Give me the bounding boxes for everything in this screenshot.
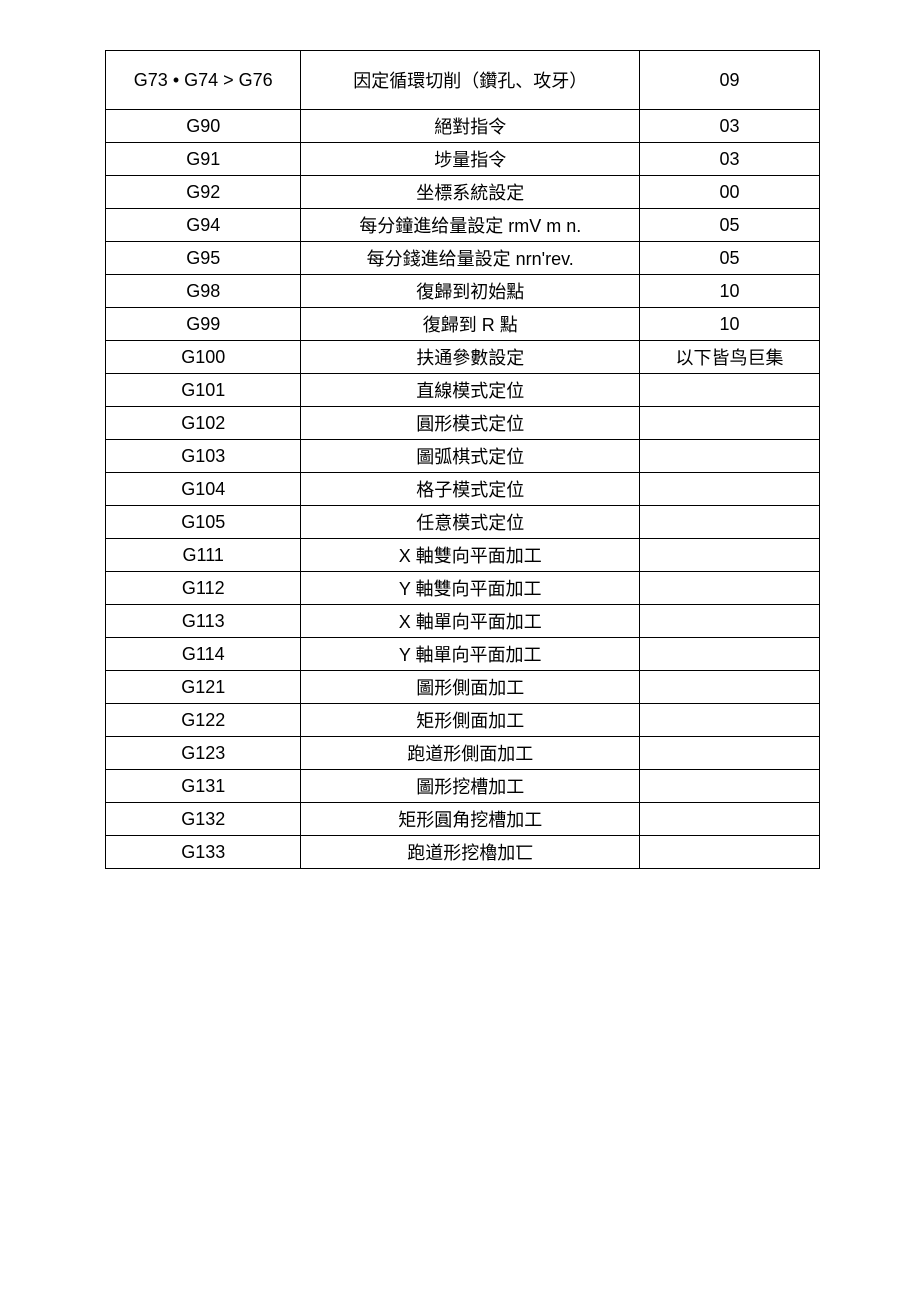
- table-row: G91埗量指令03: [106, 143, 820, 176]
- table-row: G94每分鐘進给量設定 rmV m n.05: [106, 209, 820, 242]
- table-row: G111X 軸雙向平面加工: [106, 539, 820, 572]
- cell-description: 跑道形挖櫓加匸: [301, 836, 639, 869]
- cell-group: 05: [639, 242, 819, 275]
- table-row: G92坐標系統設定00: [106, 176, 820, 209]
- cell-group: 03: [639, 143, 819, 176]
- cell-description: 每分鐘進给量設定 rmV m n.: [301, 209, 639, 242]
- cell-description: Y 軸雙向平面加工: [301, 572, 639, 605]
- cell-description: 每分錢進给量設定 nrn'rev.: [301, 242, 639, 275]
- cell-group: [639, 836, 819, 869]
- cell-description: Y 軸單向平面加工: [301, 638, 639, 671]
- cell-code: G73 • G74 > G76: [106, 51, 301, 110]
- cell-code: G123: [106, 737, 301, 770]
- cell-code: G103: [106, 440, 301, 473]
- cell-code: G100: [106, 341, 301, 374]
- cell-code: G102: [106, 407, 301, 440]
- table-row: G90絕對指令03: [106, 110, 820, 143]
- cell-group: [639, 572, 819, 605]
- cell-code: G121: [106, 671, 301, 704]
- cell-group: 03: [639, 110, 819, 143]
- table-row: G132矩形圓角挖槽加工: [106, 803, 820, 836]
- cell-description: X 軸單向平面加工: [301, 605, 639, 638]
- cell-description: 任意模式定位: [301, 506, 639, 539]
- cell-group: [639, 770, 819, 803]
- cell-group: 以下皆鸟巨集: [639, 341, 819, 374]
- table-row: G121圖形側面加工: [106, 671, 820, 704]
- cell-code: G112: [106, 572, 301, 605]
- cell-group: 10: [639, 275, 819, 308]
- cell-group: 00: [639, 176, 819, 209]
- cell-group: [639, 605, 819, 638]
- cell-code: G90: [106, 110, 301, 143]
- cell-group: [639, 737, 819, 770]
- table-row: G105任意模式定位: [106, 506, 820, 539]
- table-row: G112Y 軸雙向平面加工: [106, 572, 820, 605]
- table-row: G113X 軸單向平面加工: [106, 605, 820, 638]
- cell-code: G101: [106, 374, 301, 407]
- cell-description: 矩形側面加工: [301, 704, 639, 737]
- cell-code: G111: [106, 539, 301, 572]
- cell-description: 絕對指令: [301, 110, 639, 143]
- cell-code: G131: [106, 770, 301, 803]
- cell-description: 圖形側面加工: [301, 671, 639, 704]
- cell-group: [639, 440, 819, 473]
- cell-code: G122: [106, 704, 301, 737]
- cell-description: 坐標系統設定: [301, 176, 639, 209]
- cell-description: 埗量指令: [301, 143, 639, 176]
- table-row: G95每分錢進给量設定 nrn'rev.05: [106, 242, 820, 275]
- cell-code: G95: [106, 242, 301, 275]
- table-row: G104格子模式定位: [106, 473, 820, 506]
- cell-group: 09: [639, 51, 819, 110]
- cell-description: 矩形圓角挖槽加工: [301, 803, 639, 836]
- cell-code: G92: [106, 176, 301, 209]
- table-body: G73 • G74 > G76因定循環切削（鑽孔、攻牙）09G90絕對指令03G…: [106, 51, 820, 869]
- cell-code: G98: [106, 275, 301, 308]
- cell-code: G114: [106, 638, 301, 671]
- table-row: G73 • G74 > G76因定循環切削（鑽孔、攻牙）09: [106, 51, 820, 110]
- cell-code: G104: [106, 473, 301, 506]
- cell-description: 復歸到 R 點: [301, 308, 639, 341]
- cell-group: [639, 506, 819, 539]
- cell-code: G105: [106, 506, 301, 539]
- cell-code: G91: [106, 143, 301, 176]
- cell-description: 格子模式定位: [301, 473, 639, 506]
- table-row: G103圖弧棋式定位: [106, 440, 820, 473]
- cell-code: G132: [106, 803, 301, 836]
- table-row: G102圓形模式定位: [106, 407, 820, 440]
- table-row: G114Y 軸單向平面加工: [106, 638, 820, 671]
- table-row: G123跑道形側面加工: [106, 737, 820, 770]
- table-row: G101直線模式定位: [106, 374, 820, 407]
- cell-group: [639, 803, 819, 836]
- cell-group: [639, 374, 819, 407]
- cell-group: [639, 473, 819, 506]
- table-row: G99復歸到 R 點10: [106, 308, 820, 341]
- table-row: G131圖形挖槽加工: [106, 770, 820, 803]
- cell-description: 圖弧棋式定位: [301, 440, 639, 473]
- table-row: G100扶通參數設定以下皆鸟巨集: [106, 341, 820, 374]
- cell-group: 05: [639, 209, 819, 242]
- cell-code: G99: [106, 308, 301, 341]
- table-row: G122矩形側面加工: [106, 704, 820, 737]
- cell-description: 圖形挖槽加工: [301, 770, 639, 803]
- cell-group: [639, 704, 819, 737]
- cell-group: 10: [639, 308, 819, 341]
- cell-description: 跑道形側面加工: [301, 737, 639, 770]
- cell-group: [639, 671, 819, 704]
- cell-code: G133: [106, 836, 301, 869]
- document-page: G73 • G74 > G76因定循環切削（鑽孔、攻牙）09G90絕對指令03G…: [0, 0, 920, 919]
- cell-description: 扶通參數設定: [301, 341, 639, 374]
- cell-code: G94: [106, 209, 301, 242]
- cell-group: [639, 407, 819, 440]
- cell-description: 直線模式定位: [301, 374, 639, 407]
- cell-description: 因定循環切削（鑽孔、攻牙）: [301, 51, 639, 110]
- cell-group: [639, 638, 819, 671]
- table-row: G98復歸到初始點10: [106, 275, 820, 308]
- cell-description: X 軸雙向平面加工: [301, 539, 639, 572]
- cell-group: [639, 539, 819, 572]
- gcode-table: G73 • G74 > G76因定循環切削（鑽孔、攻牙）09G90絕對指令03G…: [105, 50, 820, 869]
- cell-description: 圓形模式定位: [301, 407, 639, 440]
- table-row: G133跑道形挖櫓加匸: [106, 836, 820, 869]
- cell-code: G113: [106, 605, 301, 638]
- cell-description: 復歸到初始點: [301, 275, 639, 308]
